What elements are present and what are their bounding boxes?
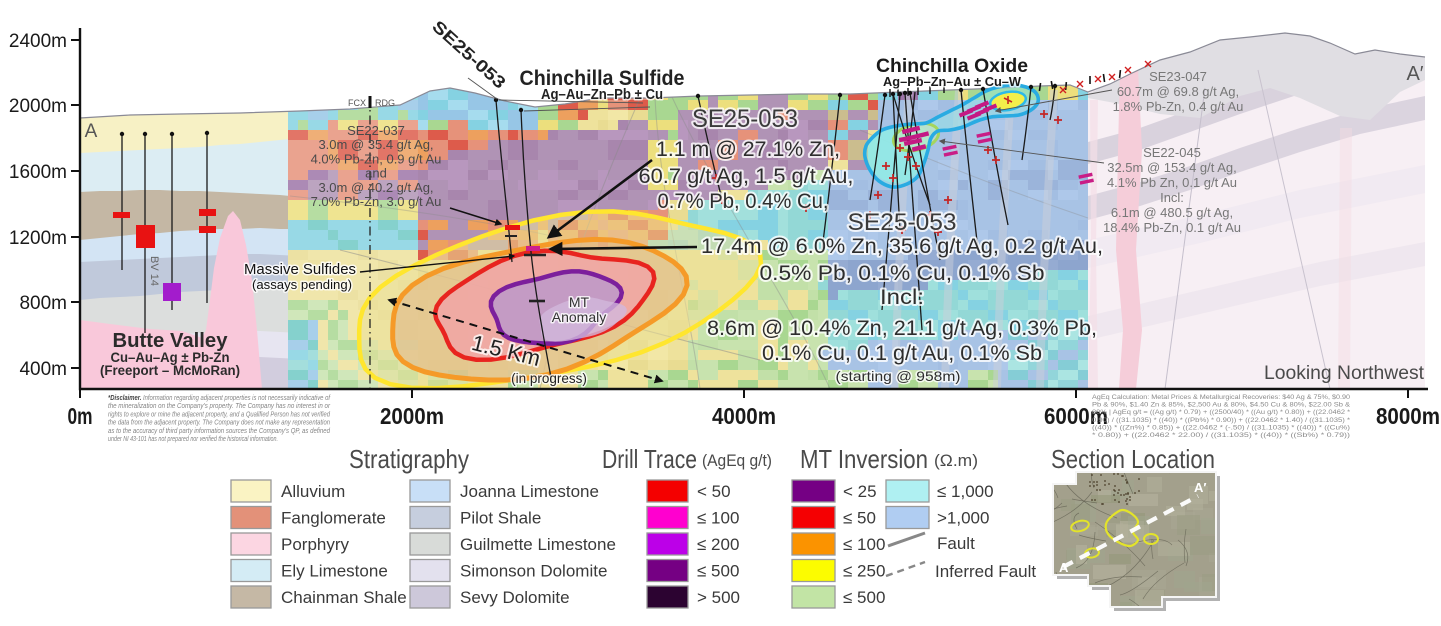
svg-text:SE22-045: SE22-045 [1143, 145, 1201, 160]
svg-text:≤ 1,000: ≤ 1,000 [937, 482, 994, 501]
svg-text:A′: A′ [1194, 480, 1207, 495]
svg-text:SE25-053: SE25-053 [692, 105, 798, 133]
svg-text:400m: 400m [19, 359, 67, 380]
svg-text:Inferred Fault: Inferred Fault [935, 562, 1036, 581]
svg-text:Chainman Shale: Chainman Shale [281, 588, 407, 607]
svg-text:Ag–Au–Zn–Pb ± Cu: Ag–Au–Zn–Pb ± Cu [541, 87, 663, 103]
svg-text:(in progress): (in progress) [511, 371, 587, 386]
svg-text:Drill Trace: Drill Trace [602, 444, 697, 474]
svg-text:Cu–Au–Ag ± Pb-Zn: Cu–Au–Ag ± Pb-Zn [111, 349, 230, 365]
svg-text:>1,000: >1,000 [937, 509, 989, 528]
svg-text:≤ 500: ≤ 500 [697, 562, 739, 581]
svg-text:≤ 100: ≤ 100 [697, 509, 739, 528]
svg-text:Pilot Shale: Pilot Shale [460, 509, 541, 528]
svg-text:Incl:: Incl: [1160, 190, 1184, 205]
svg-text:SE25-053: SE25-053 [848, 209, 957, 236]
svg-text:(starting @ 958m): (starting @ 958m) [836, 368, 961, 384]
svg-text:SE23-047: SE23-047 [1149, 69, 1207, 84]
svg-text:Fault: Fault [937, 534, 975, 553]
svg-text:1200m: 1200m [9, 228, 67, 249]
svg-text:MT Inversion: MT Inversion [800, 444, 928, 474]
svg-text:8.6m @ 10.4% Zn, 21.1 g/t Ag,: 8.6m @ 10.4% Zn, 21.1 g/t Ag, 0.3% Pb, [707, 317, 1097, 340]
svg-text:1.8% Pb-Zn, 0.4 g/t Au: 1.8% Pb-Zn, 0.4 g/t Au [1113, 99, 1244, 114]
svg-text:* 0.80)) + ((22.0462 * 22.00): * 0.80)) + ((22.0462 * 22.00) / ((31.103… [1092, 432, 1350, 439]
svg-text:*Disclaimer. Information regar: *Disclaimer. Information regarding adjac… [108, 395, 331, 402]
svg-text:≤ 100: ≤ 100 [843, 535, 885, 554]
svg-text:rights to explore or mine the: rights to explore or mine the adjacent p… [108, 411, 331, 418]
svg-text:Anomaly: Anomaly [552, 309, 606, 325]
svg-text:(Freeport – McMoRan): (Freeport – McMoRan) [100, 363, 240, 378]
svg-text:Ag–Pb–Zn–Au ± Cu–W: Ag–Pb–Zn–Au ± Cu–W [883, 75, 1021, 89]
svg-text:FCX: FCX [348, 98, 366, 108]
svg-text:Incl:: Incl: [880, 286, 924, 309]
svg-text:(assays pending): (assays pending) [252, 277, 352, 292]
svg-text:Fanglomerate: Fanglomerate [281, 509, 386, 528]
svg-text:0.7% Pb, 0.4% Cu,: 0.7% Pb, 0.4% Cu, [658, 190, 829, 213]
svg-text:1.1 m @ 27.1% Zn,: 1.1 m @ 27.1% Zn, [656, 138, 840, 161]
svg-text:≤ 250: ≤ 250 [843, 562, 885, 581]
svg-text:Simonson Dolomite: Simonson Dolomite [460, 562, 607, 581]
svg-text:800m: 800m [19, 293, 67, 314]
svg-text:60.7 g/t Ag, 1.5 g/t Au,: 60.7 g/t Ag, 1.5 g/t Au, [639, 165, 854, 188]
svg-text:BV 14: BV 14 [148, 256, 160, 286]
svg-text:Massive Sulfides: Massive Sulfides [244, 261, 356, 278]
svg-text:(Ω.m): (Ω.m) [934, 451, 978, 470]
svg-text:Guilmette Limestone: Guilmette Limestone [460, 535, 616, 554]
svg-text:2400m: 2400m [9, 31, 67, 52]
svg-text:4.1% Pb Zn, 0.1 g/t Au: 4.1% Pb Zn, 0.1 g/t Au [1107, 175, 1237, 190]
svg-text:(AgEq g/t): (AgEq g/t) [702, 451, 772, 470]
svg-text:MT: MT [569, 294, 590, 310]
svg-text:6000m: 6000m [1044, 403, 1108, 429]
svg-text:A: A [85, 121, 98, 142]
svg-text:< 25: < 25 [843, 482, 877, 501]
svg-text:60.7m @ 69.8 g/t Ag,: 60.7m @ 69.8 g/t Ag, [1117, 84, 1239, 99]
svg-text:0.1% Cu, 0.1 g/t Au, 0.1% Sb: 0.1% Cu, 0.1 g/t Au, 0.1% Sb [762, 342, 1042, 365]
svg-text:3.0m @ 40.2 g/t Ag,: 3.0m @ 40.2 g/t Ag, [318, 180, 433, 195]
svg-text:Alluvium: Alluvium [281, 482, 345, 501]
svg-text:0.5% Pb, 0.1% Cu, 0.1% Sb: 0.5% Pb, 0.1% Cu, 0.1% Sb [760, 262, 1045, 285]
svg-text:Sevy Dolomite: Sevy Dolomite [460, 588, 570, 607]
svg-text:Looking Northwest: Looking Northwest [1264, 363, 1425, 384]
svg-text:A: A [1059, 560, 1069, 575]
svg-text:< 50: < 50 [697, 482, 731, 501]
svg-text:8000m: 8000m [1376, 403, 1440, 429]
svg-text:((40)) * ((Zn%) * 0.85)) + ((2: ((40)) * ((Zn%) * 0.85)) + ((22.0462 * (… [1092, 424, 1350, 431]
svg-text:Chinchilla Sulfide: Chinchilla Sulfide [520, 67, 685, 90]
svg-text:under NI 43-101 has not prepar: under NI 43-101 has not prepared nor ver… [108, 436, 278, 443]
svg-text:Joanna Limestone: Joanna Limestone [460, 482, 599, 501]
svg-text:≤ 50: ≤ 50 [843, 509, 876, 528]
svg-text:4000m: 4000m [712, 403, 776, 429]
svg-text:AgEq Calculation: Metal Prices: AgEq Calculation: Metal Prices & Metallu… [1092, 394, 1351, 401]
svg-text:1600m: 1600m [9, 162, 67, 183]
svg-text:RDG: RDG [375, 98, 395, 108]
svg-text:Stratigraphy: Stratigraphy [349, 444, 469, 474]
svg-text:Porphyry: Porphyry [281, 535, 350, 554]
svg-text:7.0% Pb-Zn, 3.0 g/t Au: 7.0% Pb-Zn, 3.0 g/t Au [311, 194, 442, 209]
svg-text:Pb & 90%, $1.40 Zn & 85%, $2,5: Pb & 90%, $1.40 Zn & 85%, $2,500 Au & 80… [1092, 402, 1351, 409]
svg-text:0.90) / ((31.1035) * ((40)) *: 0.90) / ((31.1035) * ((40)) * ((Pb%) * 0… [1092, 417, 1351, 424]
svg-text:3.0m @ 35.4 g/t Ag,: 3.0m @ 35.4 g/t Ag, [318, 137, 433, 152]
svg-text:Chinchilla Oxide: Chinchilla Oxide [876, 56, 1028, 77]
svg-text:Section Location: Section Location [1051, 444, 1215, 474]
svg-text:Butte Valley: Butte Valley [113, 330, 229, 352]
svg-text:2000m: 2000m [380, 403, 444, 429]
svg-text:the data from the adjacent pro: the data from the adjacent property. The… [108, 420, 330, 427]
svg-text:32.5m @ 153.4 g/t Ag,: 32.5m @ 153.4 g/t Ag, [1107, 160, 1237, 175]
svg-text:as to the accuracy of third pa: as to the accuracy of third party inform… [108, 428, 331, 435]
svg-text:≤ 200: ≤ 200 [697, 535, 739, 554]
svg-text:A′: A′ [1406, 63, 1423, 85]
svg-text:the mineralization on the Comp: the mineralization on the Company’s prop… [108, 403, 331, 410]
svg-text:6.1m @ 480.5 g/t Ag,: 6.1m @ 480.5 g/t Ag, [1111, 205, 1233, 220]
svg-text:0m: 0m [68, 403, 93, 429]
svg-text:4.0% Pb-Zn, 0.9 g/t Au: 4.0% Pb-Zn, 0.9 g/t Au [311, 151, 442, 166]
svg-text:≤ 500: ≤ 500 [843, 588, 885, 607]
svg-text:2000m: 2000m [9, 96, 67, 117]
svg-text:18.4% Pb-Zn, 0.1 g/t Au: 18.4% Pb-Zn, 0.1 g/t Au [1103, 220, 1241, 235]
svg-text:> 500: > 500 [697, 588, 740, 607]
svg-text:Ely Limestone: Ely Limestone [281, 562, 388, 581]
svg-text:and: and [365, 166, 387, 181]
svg-text:SE22-037: SE22-037 [347, 123, 405, 138]
svg-text:17.4m @ 6.0% Zn, 35.6 g/t Ag,: 17.4m @ 6.0% Zn, 35.6 g/t Ag, 0.2 g/t Au… [701, 235, 1103, 258]
svg-text:80% | AgEq g/t = ((Ag g/t) * 0: 80% | AgEq g/t = ((Ag g/t) * 0.79) + ((2… [1092, 409, 1351, 416]
